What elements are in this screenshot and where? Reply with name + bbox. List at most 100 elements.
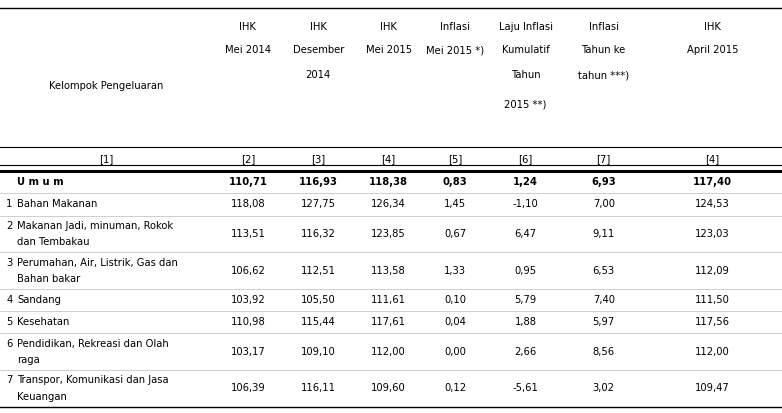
Text: 116,93: 116,93 xyxy=(299,178,338,188)
Text: IHK: IHK xyxy=(239,22,256,32)
Text: Mei 2014: Mei 2014 xyxy=(225,45,271,55)
Text: 2014: 2014 xyxy=(306,70,331,80)
Text: 118,38: 118,38 xyxy=(369,178,408,188)
Text: 5,79: 5,79 xyxy=(515,295,536,305)
Text: 2,66: 2,66 xyxy=(515,347,536,357)
Text: 117,40: 117,40 xyxy=(693,178,732,188)
Text: 0,00: 0,00 xyxy=(444,347,466,357)
Text: 6: 6 xyxy=(6,339,13,349)
Text: 5: 5 xyxy=(6,317,13,327)
Text: 106,62: 106,62 xyxy=(231,266,265,276)
Text: IHK: IHK xyxy=(380,22,397,32)
Text: 117,56: 117,56 xyxy=(695,317,730,327)
Text: 0,95: 0,95 xyxy=(515,266,536,276)
Text: Mei 2015 *): Mei 2015 *) xyxy=(426,45,484,55)
Text: 6,93: 6,93 xyxy=(591,178,616,188)
Text: 0,83: 0,83 xyxy=(443,178,468,188)
Text: 0,10: 0,10 xyxy=(444,295,466,305)
Text: 113,58: 113,58 xyxy=(371,266,406,276)
Text: 103,92: 103,92 xyxy=(231,295,265,305)
Text: 9,11: 9,11 xyxy=(593,229,615,239)
Text: Tahun: Tahun xyxy=(511,70,540,80)
Text: 5,97: 5,97 xyxy=(593,317,615,327)
Text: 123,85: 123,85 xyxy=(371,229,406,239)
Text: Inflasi: Inflasi xyxy=(440,22,470,32)
Text: IHK: IHK xyxy=(310,22,327,32)
Text: 6,53: 6,53 xyxy=(593,266,615,276)
Text: 0,12: 0,12 xyxy=(444,383,466,394)
Text: -5,61: -5,61 xyxy=(512,383,539,394)
Text: [4]: [4] xyxy=(705,154,719,164)
Text: 118,08: 118,08 xyxy=(231,199,265,209)
Text: 7,00: 7,00 xyxy=(593,199,615,209)
Text: 3,02: 3,02 xyxy=(593,383,615,394)
Text: 110,98: 110,98 xyxy=(231,317,265,327)
Text: [3]: [3] xyxy=(311,154,325,164)
Text: 1,88: 1,88 xyxy=(515,317,536,327)
Text: 2015 **): 2015 **) xyxy=(504,99,547,109)
Text: 112,09: 112,09 xyxy=(695,266,730,276)
Text: 105,50: 105,50 xyxy=(301,295,335,305)
Text: 0,67: 0,67 xyxy=(444,229,466,239)
Text: 111,61: 111,61 xyxy=(371,295,406,305)
Text: 112,00: 112,00 xyxy=(695,347,730,357)
Text: Kumulatif: Kumulatif xyxy=(501,45,550,55)
Text: Laju Inflasi: Laju Inflasi xyxy=(498,22,553,32)
Text: 3: 3 xyxy=(6,258,13,268)
Text: 117,61: 117,61 xyxy=(371,317,406,327)
Text: 127,75: 127,75 xyxy=(301,199,335,209)
Text: [1]: [1] xyxy=(99,154,113,164)
Text: Keuangan: Keuangan xyxy=(17,392,67,401)
Text: 1: 1 xyxy=(6,199,13,209)
Text: 109,47: 109,47 xyxy=(695,383,730,394)
Text: 1,33: 1,33 xyxy=(444,266,466,276)
Text: 124,53: 124,53 xyxy=(695,199,730,209)
Text: [7]: [7] xyxy=(597,154,611,164)
Text: tahun ***): tahun ***) xyxy=(578,70,630,80)
Text: Inflasi: Inflasi xyxy=(589,22,619,32)
Text: -1,10: -1,10 xyxy=(513,199,538,209)
Text: 116,32: 116,32 xyxy=(301,229,335,239)
Text: dan Tembakau: dan Tembakau xyxy=(17,237,90,247)
Text: April 2015: April 2015 xyxy=(687,45,738,55)
Text: 1,45: 1,45 xyxy=(444,199,466,209)
Text: Bahan Makanan: Bahan Makanan xyxy=(17,199,98,209)
Text: 116,11: 116,11 xyxy=(301,383,335,394)
Text: 2: 2 xyxy=(6,221,13,231)
Text: 7: 7 xyxy=(6,375,13,385)
Text: Desember: Desember xyxy=(292,45,344,55)
Text: 115,44: 115,44 xyxy=(301,317,335,327)
Text: 113,51: 113,51 xyxy=(231,229,265,239)
Text: 112,00: 112,00 xyxy=(371,347,406,357)
Text: 8,56: 8,56 xyxy=(593,347,615,357)
Text: Kelompok Pengeluaran: Kelompok Pengeluaran xyxy=(49,81,163,91)
Text: 109,60: 109,60 xyxy=(371,383,406,394)
Text: 112,51: 112,51 xyxy=(301,266,335,276)
Text: [2]: [2] xyxy=(241,154,255,164)
Text: Sandang: Sandang xyxy=(17,295,61,305)
Text: 123,03: 123,03 xyxy=(695,229,730,239)
Text: 106,39: 106,39 xyxy=(231,383,265,394)
Text: 110,71: 110,71 xyxy=(228,178,267,188)
Text: U m u m: U m u m xyxy=(17,178,64,188)
Text: [5]: [5] xyxy=(448,154,462,164)
Text: 1,24: 1,24 xyxy=(513,178,538,188)
Text: Mei 2015: Mei 2015 xyxy=(366,45,411,55)
Text: 126,34: 126,34 xyxy=(371,199,406,209)
Text: [6]: [6] xyxy=(518,154,533,164)
Text: 0,04: 0,04 xyxy=(444,317,466,327)
Text: raga: raga xyxy=(17,355,40,365)
Text: 103,17: 103,17 xyxy=(231,347,265,357)
Text: 7,40: 7,40 xyxy=(593,295,615,305)
Text: Tahun ke: Tahun ke xyxy=(582,45,626,55)
Text: Transpor, Komunikasi dan Jasa: Transpor, Komunikasi dan Jasa xyxy=(17,375,169,385)
Text: Pendidikan, Rekreasi dan Olah: Pendidikan, Rekreasi dan Olah xyxy=(17,339,169,349)
Text: IHK: IHK xyxy=(704,22,721,32)
Text: 4: 4 xyxy=(6,295,13,305)
Text: Kesehatan: Kesehatan xyxy=(17,317,70,327)
Text: 109,10: 109,10 xyxy=(301,347,335,357)
Text: Bahan bakar: Bahan bakar xyxy=(17,274,81,284)
Text: [4]: [4] xyxy=(382,154,396,164)
Text: Makanan Jadi, minuman, Rokok: Makanan Jadi, minuman, Rokok xyxy=(17,221,174,231)
Text: Perumahan, Air, Listrik, Gas dan: Perumahan, Air, Listrik, Gas dan xyxy=(17,258,178,268)
